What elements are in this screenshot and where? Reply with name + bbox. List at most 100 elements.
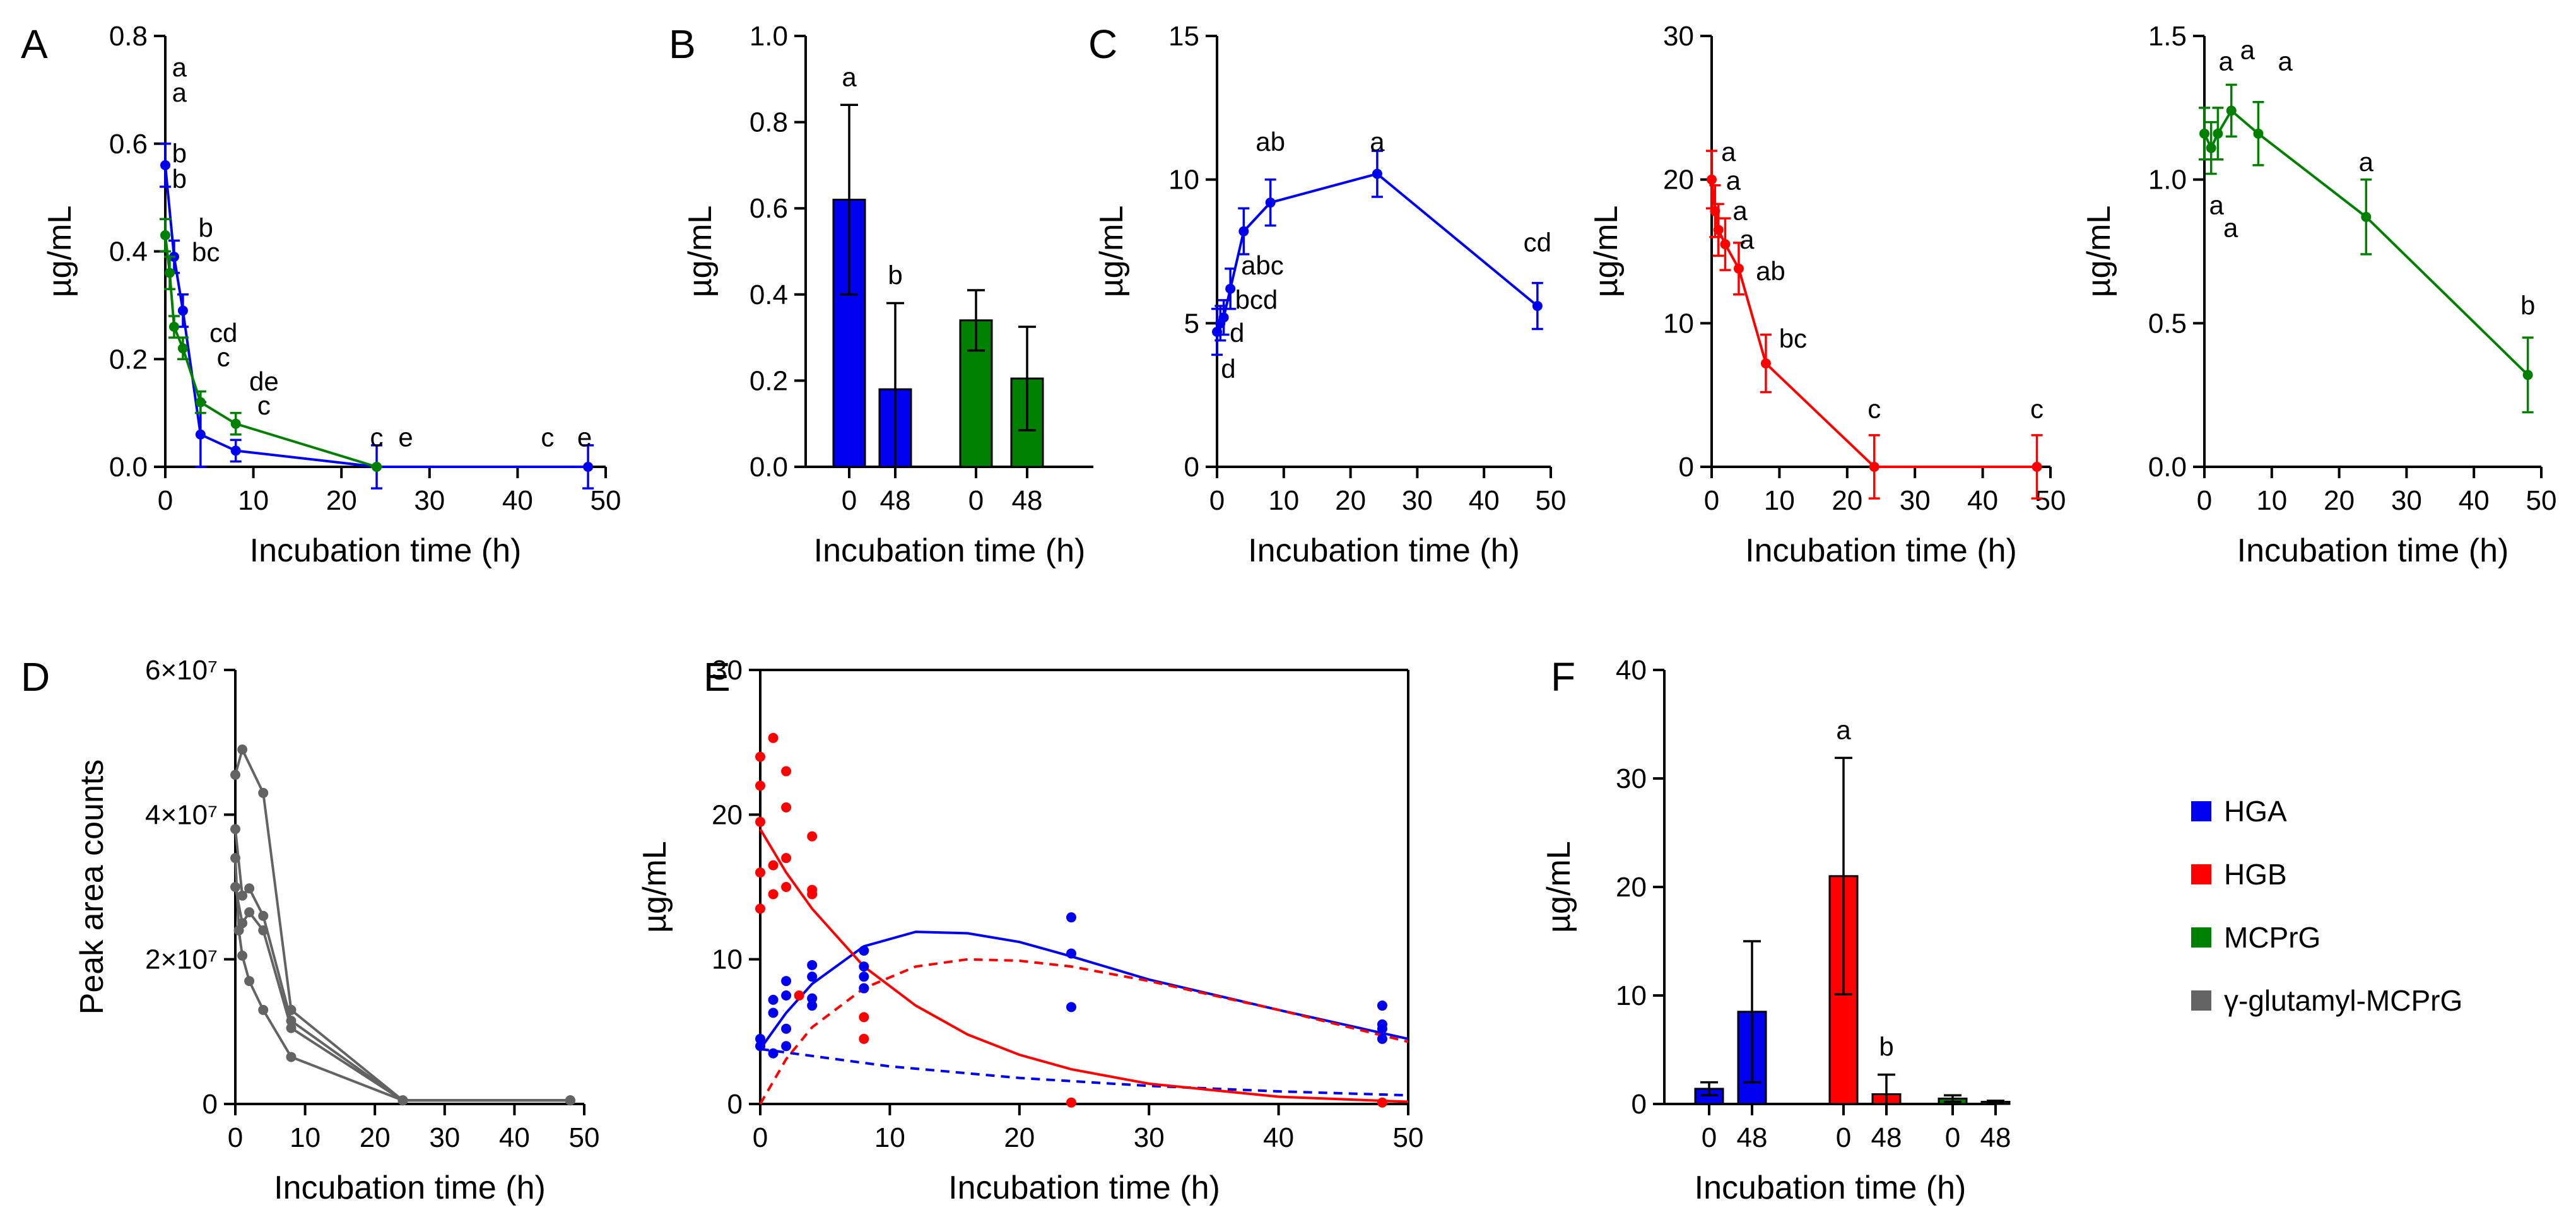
data-point: [794, 990, 804, 1001]
y-tick-label: 10: [1168, 165, 1199, 196]
data-point: [768, 1007, 779, 1018]
data-point: [244, 883, 255, 894]
y-tick-label: 0.2: [109, 344, 148, 375]
significance-letter: a: [2278, 47, 2293, 76]
data-point: [2226, 105, 2237, 116]
data-point: [807, 889, 818, 900]
significance-letter: a: [172, 78, 187, 107]
significance-letter: bc: [192, 237, 220, 267]
x-tick-label: 30: [2391, 485, 2422, 516]
data-point: [768, 732, 779, 743]
x-tick-label: 30: [414, 485, 445, 516]
x-tick-label: 10: [874, 1122, 905, 1153]
series-line: [234, 886, 570, 1102]
data-point: [1238, 226, 1249, 237]
significance-letter: a: [1739, 225, 1755, 254]
y-tick-label: 20: [1616, 872, 1647, 903]
x-tick-label: 0: [1702, 1122, 1717, 1153]
y-axis-title: µg/mL: [1541, 841, 1577, 933]
data-point: [583, 462, 594, 472]
panel-label-a: A: [21, 21, 48, 67]
data-point: [781, 1041, 792, 1052]
data-point: [230, 770, 240, 780]
y-tick-label: 0.4: [750, 279, 788, 310]
y-tick-label: 0.0: [2148, 452, 2187, 483]
y-axis-title: µg/mL: [1093, 206, 1130, 298]
fit-curve: [760, 1047, 1409, 1097]
panel-d-chart: 0 2×10⁷ 4×10⁷ 6×10⁷ Peak area counts Incubati…: [74, 655, 599, 1206]
x-tick-label: 40: [1967, 485, 1998, 516]
data-point: [160, 160, 170, 170]
y-tick-label: 10: [1616, 980, 1647, 1011]
data-point: [1377, 1001, 1387, 1011]
data-point: [859, 961, 869, 972]
data-point: [2522, 370, 2533, 380]
data-point: [244, 976, 255, 987]
legend-swatch-gamma: [2191, 990, 2211, 1011]
data-point: [755, 780, 765, 791]
significance-letter: a: [1836, 715, 1851, 744]
data-point: [230, 853, 240, 864]
panel-a-chart: 0.0 0.2 0.4 0.6 0.8 µg/mL Incubation time (h) 0…: [42, 21, 621, 569]
data-point: [755, 751, 765, 762]
x-tick-label: 0: [842, 485, 857, 516]
data-point: [1720, 239, 1731, 250]
data-point: [164, 267, 175, 278]
data-point: [807, 972, 818, 982]
x-axis-title: Incubation time (h): [274, 1170, 546, 1206]
y-tick-label: 0.8: [750, 107, 788, 138]
data-point: [1225, 283, 1236, 294]
y-tick-label: 30: [1616, 763, 1647, 794]
data-point: [230, 445, 241, 456]
significance-letter: a: [842, 62, 857, 91]
significance-letter: b: [199, 213, 213, 242]
data-point: [177, 343, 188, 354]
y-tick-label: 0: [1184, 452, 1199, 483]
significance-letter: e: [398, 423, 413, 452]
significance-letter: abc: [1241, 250, 1284, 280]
data-point: [1372, 168, 1382, 179]
data-point: [237, 950, 248, 961]
y-tick-label: 15: [1168, 21, 1199, 52]
x-tick-label: 48: [880, 485, 911, 516]
x-axis-title: Incubation time (h): [1248, 532, 1520, 569]
x-tick-label: 20: [1004, 1122, 1035, 1153]
significance-letter: a: [1370, 127, 1385, 156]
x-tick-label: 50: [2035, 485, 2066, 516]
series-line: [164, 165, 589, 468]
data-point: [286, 1052, 297, 1062]
significance-letter: c: [2030, 394, 2044, 424]
panel-label-f: F: [1551, 654, 1575, 700]
significance-letter: de: [249, 367, 279, 396]
x-tick-label: 10: [1764, 485, 1795, 516]
legend-swatch-hga: [2191, 801, 2211, 821]
x-axis-title: Incubation time (h): [814, 532, 1086, 569]
x-axis-title: Incubation time (h): [1745, 532, 2017, 569]
significance-letter: a: [1732, 196, 1748, 225]
data-point: [807, 1001, 818, 1011]
y-tick-label: 0: [1632, 1089, 1647, 1120]
data-point: [781, 976, 792, 987]
data-point: [1265, 197, 1276, 208]
y-tick-label: 40: [1616, 655, 1647, 686]
significance-letter: c: [541, 423, 554, 452]
y-axis-title: µg/mL: [2081, 206, 2117, 298]
y-tick-label: 0: [203, 1089, 218, 1120]
data-point: [2361, 211, 2372, 222]
y-tick-label: 0.6: [750, 193, 788, 224]
data-point: [2206, 143, 2216, 153]
y-tick-label: 30: [1663, 21, 1694, 52]
significance-letter: c: [1867, 394, 1881, 424]
data-point: [1869, 462, 1879, 472]
data-point: [233, 925, 244, 936]
x-tick-label: 10: [2256, 485, 2287, 516]
panel-e-chart: 0 10 20 30 µg/mL Incubation time (h) 0 10 20 30 40…: [637, 655, 1423, 1206]
y-tick-label: 10: [712, 944, 743, 975]
data-point: [286, 1023, 297, 1033]
data-point: [768, 994, 779, 1005]
data-point: [755, 903, 765, 914]
y-tick-label: 6×10⁷: [145, 655, 218, 686]
significance-letter: ab: [1256, 127, 1285, 156]
data-point: [755, 867, 765, 878]
